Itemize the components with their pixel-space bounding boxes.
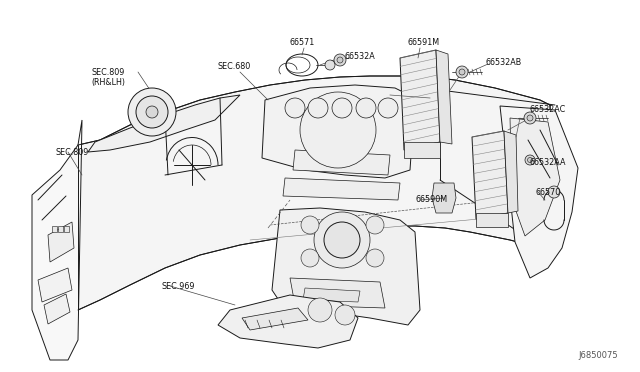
Polygon shape — [510, 118, 560, 236]
Polygon shape — [293, 150, 390, 175]
Polygon shape — [262, 85, 415, 178]
Polygon shape — [32, 120, 82, 360]
Circle shape — [301, 216, 319, 234]
Circle shape — [459, 69, 465, 75]
Circle shape — [337, 57, 343, 63]
Polygon shape — [44, 294, 70, 324]
Polygon shape — [48, 222, 74, 262]
Circle shape — [356, 98, 376, 118]
Polygon shape — [218, 295, 358, 348]
Polygon shape — [472, 131, 508, 219]
Polygon shape — [404, 142, 440, 158]
Text: 66570: 66570 — [536, 188, 561, 197]
Circle shape — [524, 112, 536, 124]
Circle shape — [301, 249, 319, 267]
Text: 66532A: 66532A — [345, 52, 376, 61]
Polygon shape — [283, 178, 400, 200]
Text: SEC.969: SEC.969 — [162, 282, 195, 291]
Polygon shape — [52, 226, 57, 232]
Polygon shape — [272, 208, 420, 325]
Polygon shape — [400, 50, 440, 150]
Text: 66532AC: 66532AC — [530, 105, 566, 114]
Text: 66532AA: 66532AA — [530, 158, 566, 167]
Polygon shape — [38, 268, 72, 302]
Circle shape — [300, 92, 376, 168]
Circle shape — [314, 212, 370, 268]
Polygon shape — [500, 106, 578, 278]
Polygon shape — [58, 226, 63, 232]
Circle shape — [325, 60, 335, 70]
Polygon shape — [242, 308, 308, 330]
Polygon shape — [504, 131, 518, 213]
Text: SEC.809: SEC.809 — [55, 148, 88, 157]
Text: 66571: 66571 — [290, 38, 316, 47]
Polygon shape — [303, 288, 360, 302]
Polygon shape — [476, 213, 508, 227]
Polygon shape — [432, 183, 456, 213]
Circle shape — [146, 106, 158, 118]
Text: SEC.680: SEC.680 — [218, 62, 252, 71]
Polygon shape — [64, 226, 69, 232]
Polygon shape — [436, 50, 452, 144]
Text: 66591M: 66591M — [408, 38, 440, 47]
Circle shape — [548, 186, 560, 198]
Circle shape — [366, 249, 384, 267]
Text: 66532AB: 66532AB — [486, 58, 522, 67]
Text: 66590M: 66590M — [416, 195, 448, 204]
Circle shape — [335, 305, 355, 325]
Circle shape — [308, 98, 328, 118]
Circle shape — [332, 98, 352, 118]
Text: SEC.809
(RH&LH): SEC.809 (RH&LH) — [91, 68, 125, 87]
Polygon shape — [78, 76, 555, 310]
Polygon shape — [290, 278, 385, 308]
Circle shape — [456, 66, 468, 78]
Circle shape — [324, 222, 360, 258]
Circle shape — [128, 88, 176, 136]
Circle shape — [308, 298, 332, 322]
Circle shape — [285, 98, 305, 118]
Circle shape — [378, 98, 398, 118]
Text: J6850075: J6850075 — [579, 351, 618, 360]
Circle shape — [525, 155, 535, 165]
Circle shape — [527, 157, 532, 163]
Circle shape — [136, 96, 168, 128]
Circle shape — [334, 54, 346, 66]
Polygon shape — [88, 95, 240, 152]
Circle shape — [527, 115, 533, 121]
Circle shape — [366, 216, 384, 234]
